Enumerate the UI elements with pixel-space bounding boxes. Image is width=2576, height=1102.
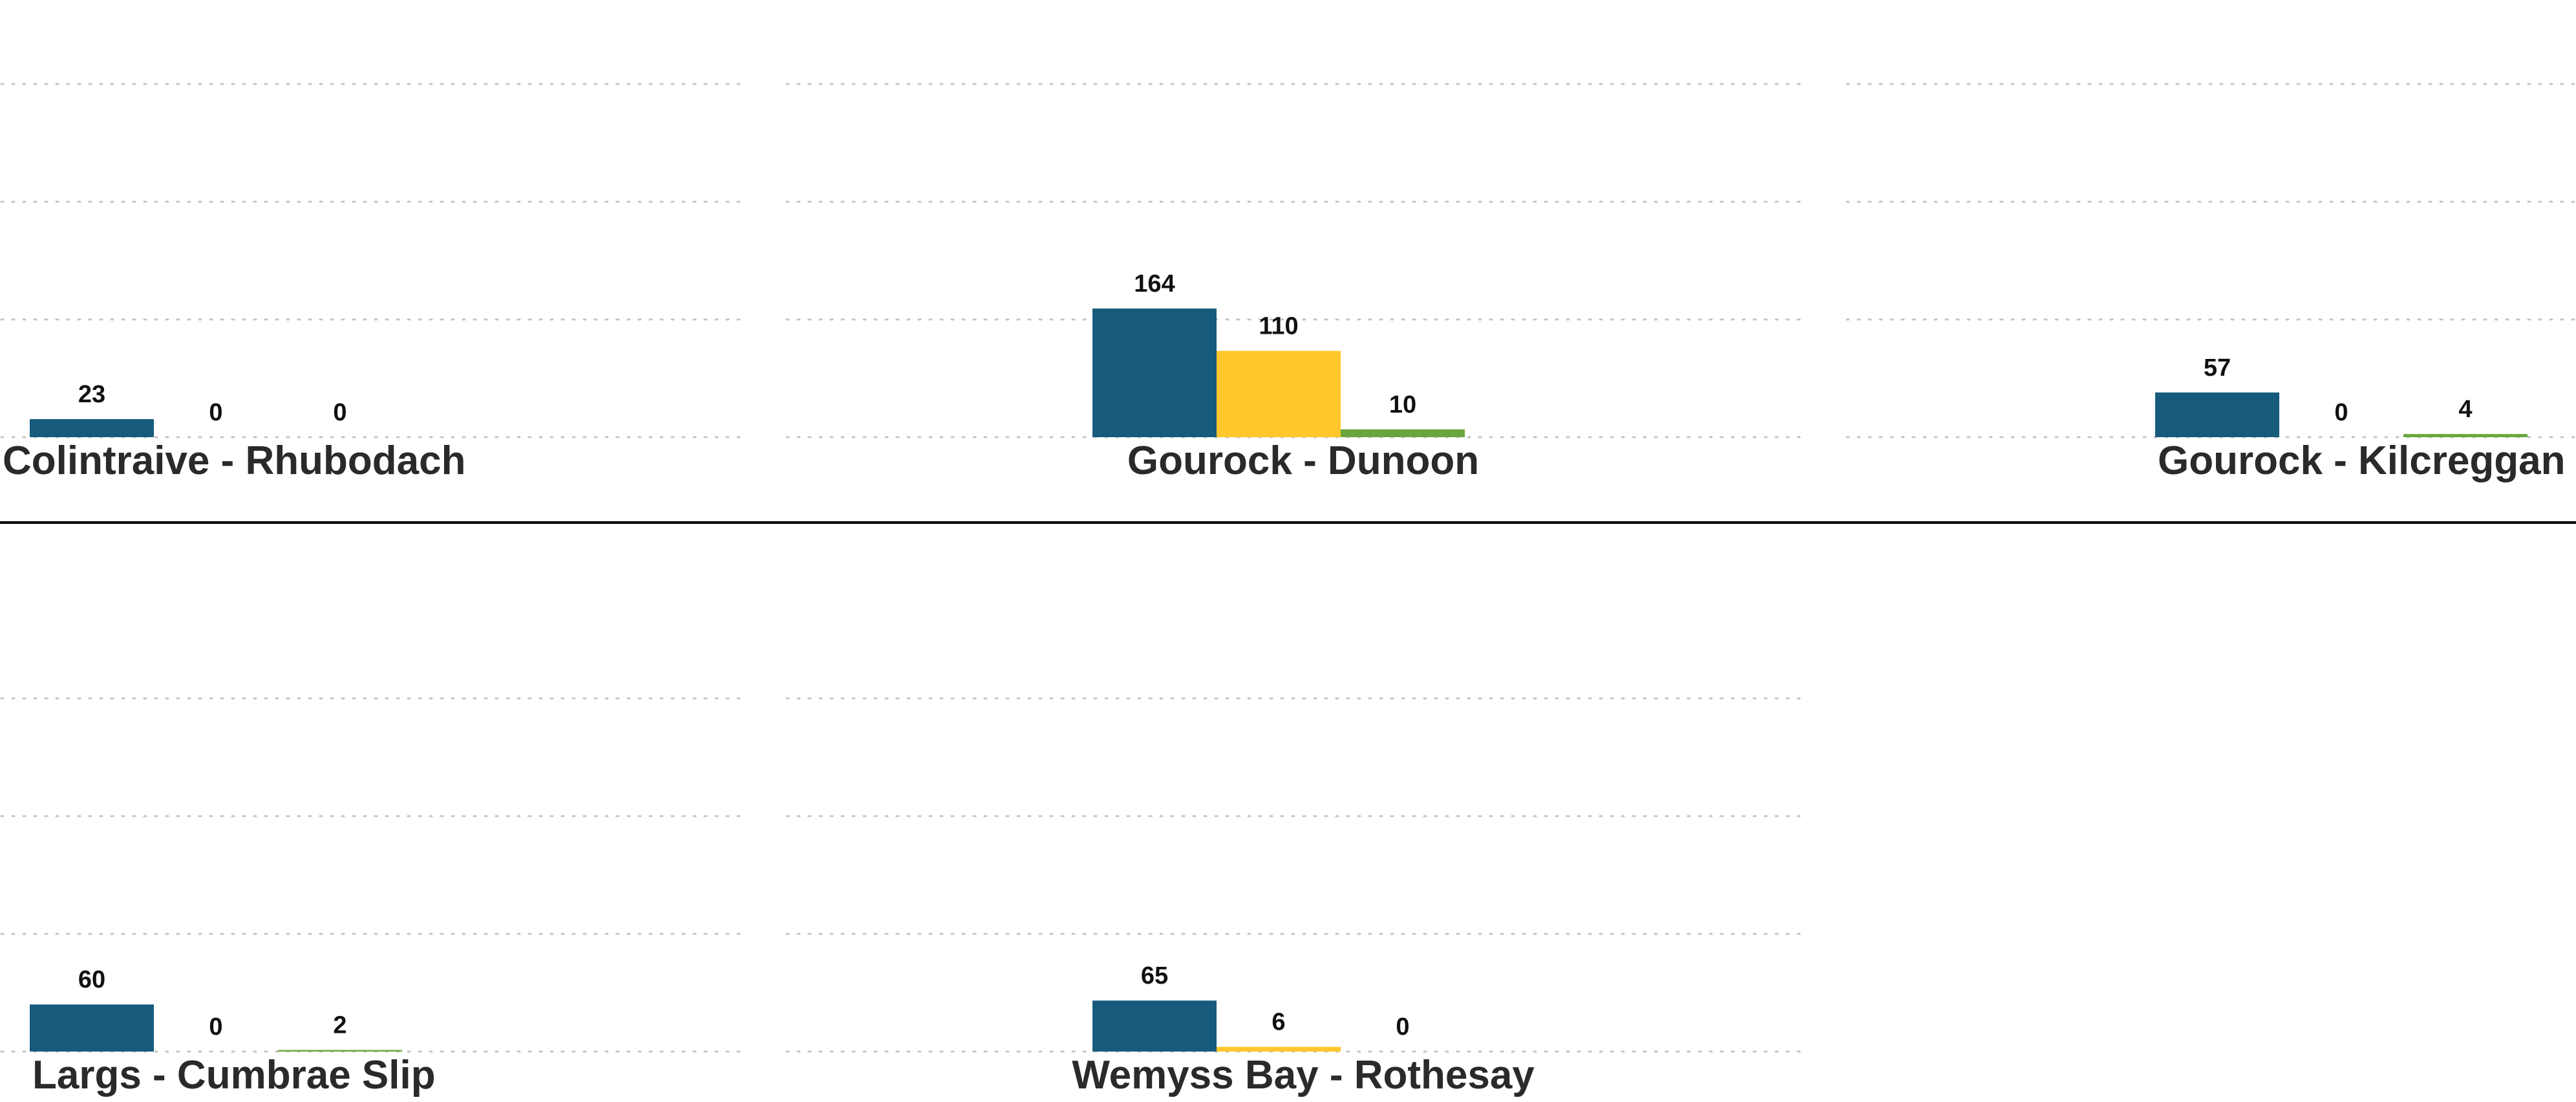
- data-label: 60: [78, 966, 105, 993]
- data-label: 0: [1396, 1013, 1409, 1041]
- data-label: 2: [333, 1012, 346, 1039]
- bar: [1092, 308, 1217, 437]
- chart-panel: 60 0 2 Largs - Cumbrae Slip: [0, 697, 745, 1097]
- panel-title: Gourock - Kilcreggan: [2158, 438, 2565, 483]
- data-label: 0: [2334, 399, 2348, 426]
- chart-panel: 23 0 0 Colintraive - Rhubodach: [0, 83, 745, 483]
- bar: [2403, 434, 2528, 437]
- bar: [1341, 429, 1465, 437]
- data-label: 23: [78, 381, 105, 408]
- data-label: 57: [2204, 354, 2231, 382]
- bar: [278, 1050, 402, 1052]
- chart-panel: 57 0 4 Gourock - Kilcreggan: [1846, 83, 2576, 483]
- bar: [30, 419, 154, 437]
- data-label: 6: [1272, 1009, 1285, 1036]
- chart-panel: 65 6 0 Wemyss Bay - Rothesay: [785, 697, 1808, 1097]
- panel-title: Colintraive - Rhubodach: [3, 438, 465, 483]
- chart-panel: 164 110 10 Gourock - Dunoon: [785, 83, 1808, 483]
- panel-title: Largs - Cumbrae Slip: [32, 1053, 436, 1097]
- data-label: 0: [209, 399, 222, 426]
- panel-title: Wemyss Bay - Rothesay: [1072, 1053, 1535, 1097]
- data-label: 164: [1134, 270, 1175, 297]
- bar: [1217, 351, 1341, 437]
- data-label: 65: [1141, 962, 1168, 989]
- data-label: 110: [1259, 313, 1298, 340]
- chart-panels: 23 0 0 Colintraive - Rhubodach 164 110 10 Gouro…: [0, 83, 2576, 1097]
- data-label: 4: [2458, 396, 2472, 423]
- data-label: 10: [1389, 391, 1416, 418]
- bar: [30, 1004, 154, 1052]
- panel-title: Gourock - Dunoon: [1127, 438, 1479, 483]
- bar: [1217, 1046, 1341, 1052]
- bar: [2155, 392, 2279, 437]
- data-label: 0: [209, 1013, 222, 1041]
- data-label: 0: [333, 399, 346, 426]
- bar: [1092, 1000, 1217, 1052]
